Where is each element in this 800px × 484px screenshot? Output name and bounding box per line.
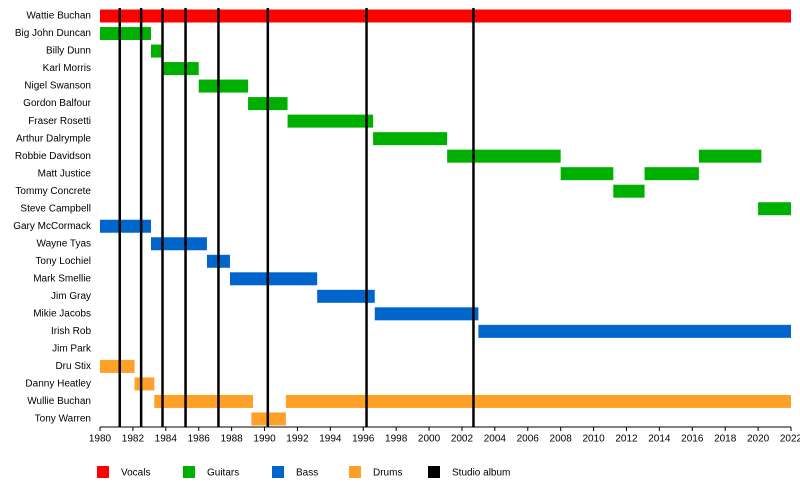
member-bar bbox=[100, 359, 135, 373]
x-tick-label: 1996 bbox=[352, 434, 375, 445]
x-tick-label: 2006 bbox=[517, 434, 540, 445]
legend-swatch bbox=[349, 466, 361, 478]
member-bar bbox=[478, 324, 791, 338]
member-bar bbox=[560, 167, 614, 181]
member-label: Mark Smellie bbox=[33, 273, 91, 284]
legend-label: Vocals bbox=[121, 468, 150, 479]
member-label: Gary McCormack bbox=[13, 221, 92, 232]
member-label: Matt Justice bbox=[38, 168, 92, 179]
member-label: Mikie Jacobs bbox=[33, 308, 91, 319]
x-tick-label: 2000 bbox=[418, 434, 441, 445]
member-label: Tony Lochiel bbox=[35, 256, 91, 267]
member-label: Jim Gray bbox=[51, 291, 91, 302]
member-label: Nigel Swanson bbox=[24, 81, 91, 92]
x-tick-label: 1982 bbox=[122, 434, 145, 445]
x-tick-label: 2018 bbox=[714, 434, 737, 445]
member-bar bbox=[613, 184, 645, 198]
member-label: Steve Campbell bbox=[20, 203, 91, 214]
x-tick-label: 1986 bbox=[188, 434, 211, 445]
member-label: Arthur Dalrymple bbox=[16, 133, 91, 144]
member-label: Dru Stix bbox=[55, 361, 91, 372]
x-tick-label: 1990 bbox=[253, 434, 276, 445]
member-label: Irish Rob bbox=[51, 326, 91, 337]
x-tick-label: 2004 bbox=[484, 434, 507, 445]
member-bar bbox=[151, 237, 207, 251]
member-bar bbox=[229, 272, 318, 286]
x-tick-label: 1980 bbox=[89, 434, 112, 445]
member-bar bbox=[100, 27, 152, 41]
member-bar bbox=[100, 219, 152, 233]
member-label: Jim Park bbox=[52, 344, 92, 355]
member-bar bbox=[317, 289, 375, 303]
member-bar bbox=[374, 307, 479, 321]
member-label: Big John Duncan bbox=[15, 28, 91, 39]
member-bar bbox=[100, 9, 791, 23]
member-bar bbox=[154, 394, 254, 408]
x-tick-label: 2010 bbox=[582, 434, 605, 445]
member-label: Tony Warren bbox=[35, 414, 91, 425]
x-tick-label: 2012 bbox=[615, 434, 638, 445]
member-label: Wullie Buchan bbox=[27, 396, 91, 407]
member-label: Wattie Buchan bbox=[26, 11, 91, 22]
x-tick-label: 2002 bbox=[451, 434, 474, 445]
member-label: Tommy Concrete bbox=[15, 186, 91, 197]
member-label: Karl Morris bbox=[43, 63, 91, 74]
member-bar bbox=[151, 44, 163, 58]
x-tick-label: 1992 bbox=[286, 434, 309, 445]
member-label: Fraser Rosetti bbox=[28, 116, 91, 127]
legend-label: Studio album bbox=[452, 468, 510, 479]
legend-swatch bbox=[428, 466, 440, 478]
member-bar bbox=[447, 149, 561, 163]
legend-label: Drums bbox=[373, 468, 402, 479]
x-tick-label: 1984 bbox=[155, 434, 178, 445]
x-tick-label: 2020 bbox=[747, 434, 770, 445]
member-bar bbox=[285, 394, 791, 408]
x-tick-label: 2008 bbox=[550, 434, 573, 445]
member-bar bbox=[134, 377, 155, 391]
member-label: Billy Dunn bbox=[46, 46, 91, 57]
legend-label: Guitars bbox=[207, 468, 239, 479]
member-bar bbox=[644, 167, 699, 181]
x-tick-label: 1998 bbox=[385, 434, 408, 445]
x-tick-label: 2022 bbox=[780, 434, 800, 445]
member-label: Gordon Balfour bbox=[23, 98, 91, 109]
x-tick-label: 1988 bbox=[220, 434, 243, 445]
x-tick-label: 2014 bbox=[648, 434, 671, 445]
member-bar bbox=[698, 149, 762, 163]
member-bar bbox=[758, 202, 791, 216]
legend-swatch bbox=[97, 466, 109, 478]
member-label: Robbie Davidson bbox=[15, 151, 91, 162]
member-bar bbox=[287, 114, 374, 128]
x-tick-label: 1994 bbox=[319, 434, 342, 445]
member-bar bbox=[162, 62, 199, 76]
member-label: Wayne Tyas bbox=[37, 238, 91, 249]
legend-swatch bbox=[183, 466, 195, 478]
legend-swatch bbox=[272, 466, 284, 478]
x-tick-label: 2016 bbox=[681, 434, 704, 445]
member-bar bbox=[373, 132, 448, 146]
legend-label: Bass bbox=[296, 468, 318, 479]
member-bar bbox=[198, 79, 249, 93]
member-label: Danny Heatley bbox=[25, 379, 91, 390]
